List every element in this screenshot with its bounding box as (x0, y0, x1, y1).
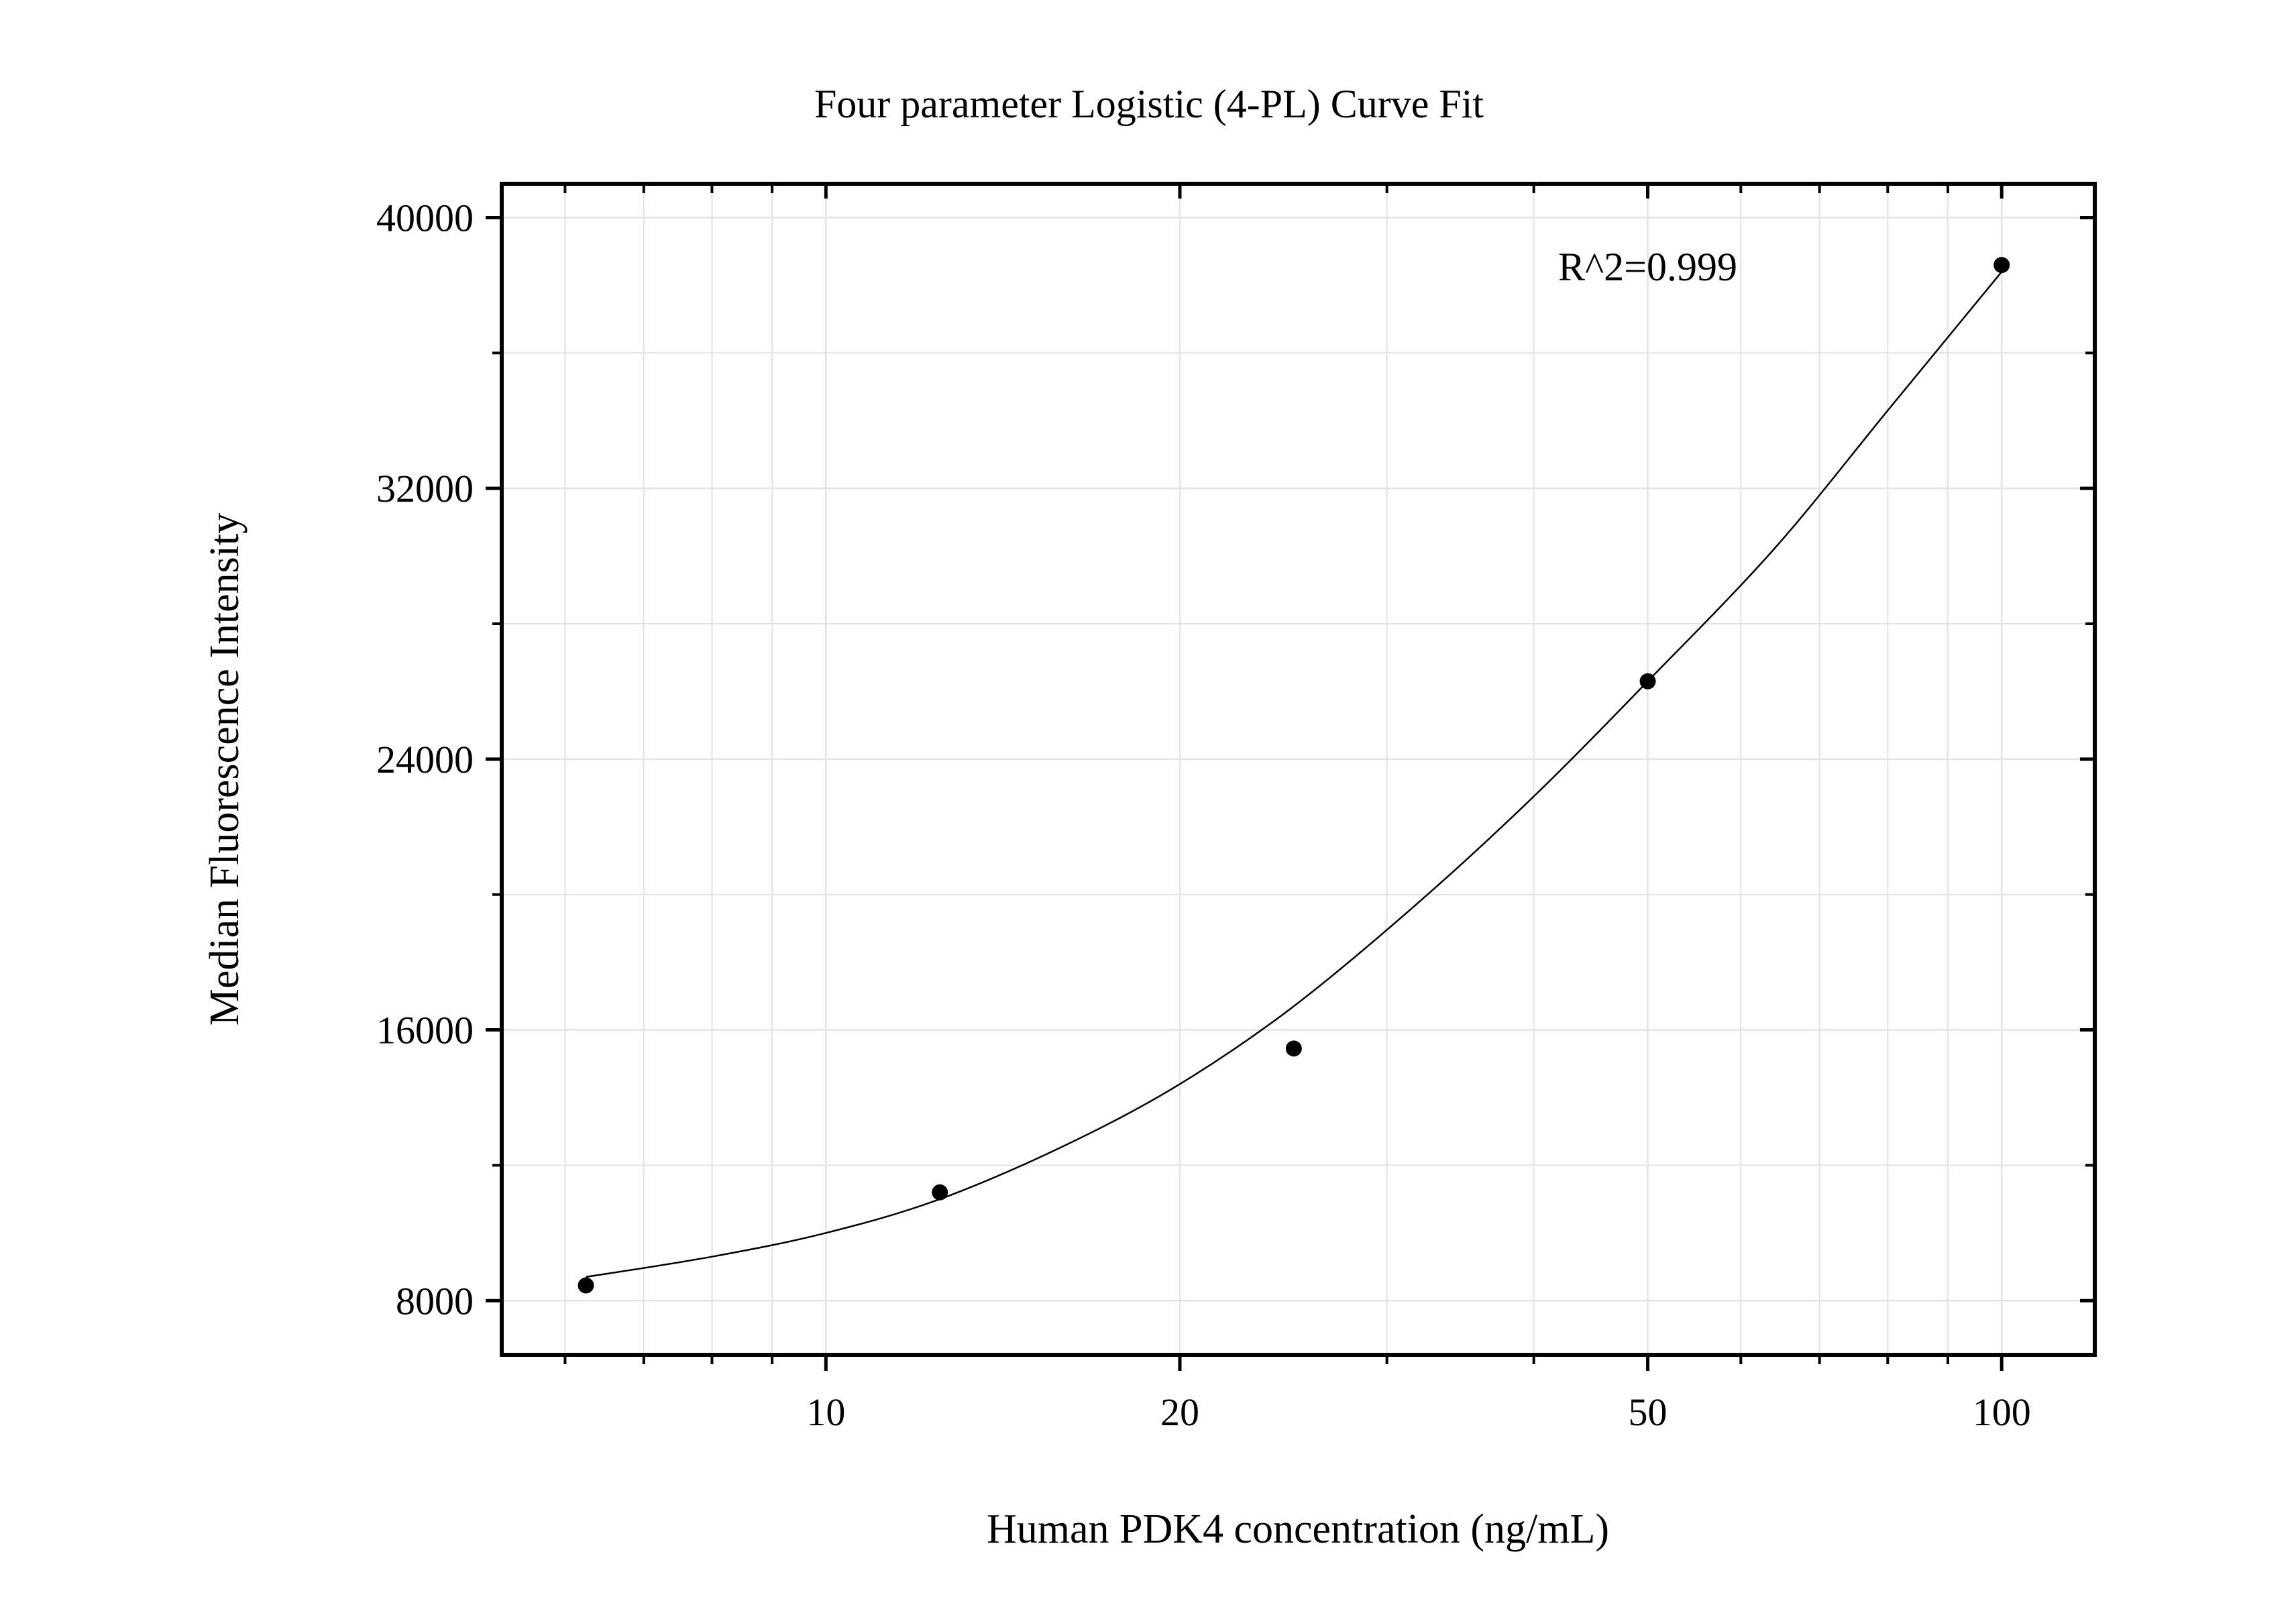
chart-title: Four parameter Logistic (4-PL) Curve Fit (814, 82, 1484, 126)
data-point (1285, 1040, 1302, 1057)
y-tick-label: 40000 (376, 196, 474, 239)
data-point (932, 1184, 948, 1201)
x-tick-label: 20 (1160, 1390, 1199, 1434)
x-axis-ticks: 10 20 50 100 (563, 184, 2031, 1434)
fit-curve-layer (586, 271, 2003, 1278)
y-axis-label: Median Fluorescence Intensity (202, 513, 248, 1026)
y-tick-label: 8000 (396, 1279, 474, 1323)
grid-lines (502, 184, 2095, 1355)
data-point (1993, 257, 2010, 274)
x-tick-label: 10 (806, 1390, 845, 1434)
fit-curve (586, 271, 2003, 1278)
y-tick-label: 32000 (376, 467, 474, 510)
data-point (1639, 673, 1656, 689)
data-points (578, 257, 2010, 1294)
x-tick-label: 100 (1973, 1390, 2031, 1434)
plot-frame (500, 182, 2097, 1357)
y-tick-label: 16000 (376, 1009, 474, 1052)
data-point (578, 1277, 594, 1294)
x-axis-label: Human PDK4 concentration (ng/mL) (987, 1506, 1609, 1552)
r-squared-annotation: R^2=0.999 (1558, 245, 1737, 289)
y-axis-ticks: 8000 16000 24000 32000 40000 (376, 196, 2095, 1323)
x-tick-label: 50 (1629, 1390, 1668, 1434)
y-tick-label: 24000 (376, 738, 474, 781)
